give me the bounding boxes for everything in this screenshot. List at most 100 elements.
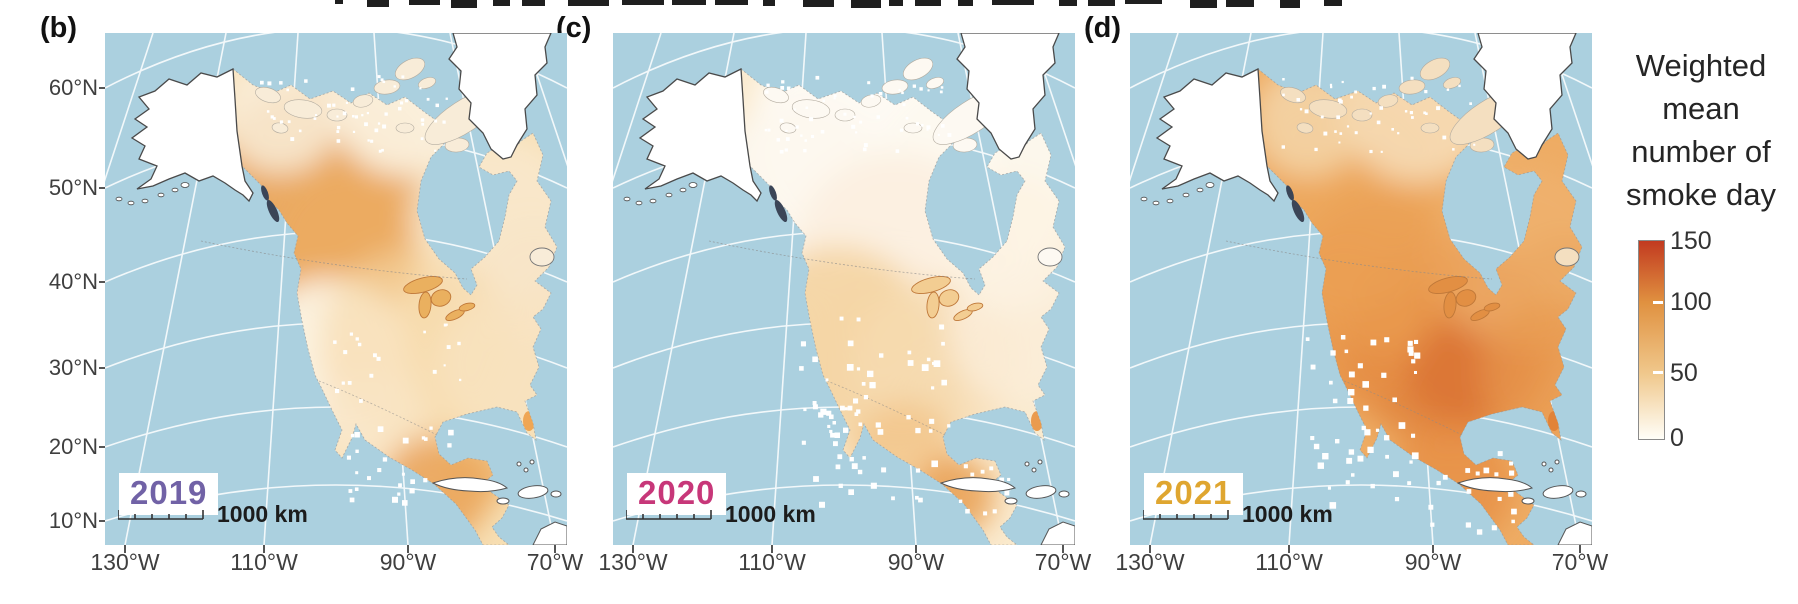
cropped-text-fragment [1323,0,1342,7]
map-svg [1009,27,1721,546]
year-badge-2021: 2021 [1144,473,1244,515]
y-axis-tick [99,446,106,448]
cropped-text-fragment [1190,0,1218,8]
y-axis-tick-label: 50°N [48,175,98,200]
us-canada-border [1225,240,1493,280]
x-axis-tick-label: 70°W [1551,549,1609,575]
y-axis-tick-label: 40°N [48,269,98,294]
us-mexico-border [1343,380,1463,436]
colorbar-tick [1653,371,1663,374]
cropped-text-fragment [914,0,942,7]
x-axis-tick [915,545,917,553]
x-axis-tick-label: 90°W [1404,549,1462,575]
panel-label-b: (b) [40,12,78,44]
y-axis-tick [99,187,106,189]
cropped-text-fragment [958,0,973,7]
map-svg [492,27,1204,546]
x-axis-tick [1432,545,1434,553]
map-panel-2019: 2019 1000 km [0,27,696,546]
scale-bar [1142,506,1238,527]
colorbar-title-line: mean [1662,91,1740,126]
no-data-speckles [260,75,462,506]
x-axis-tick-label: 110°W [230,549,298,575]
cropped-text-fragment [492,0,510,6]
scale-bar-label: 1000 km [1242,501,1333,527]
map-svg [0,27,696,546]
us-mexico-border [826,380,946,436]
x-axis-tick [1579,545,1581,553]
scale-bar-label: 1000 km [725,501,816,527]
cropped-text-fragment [1124,0,1163,5]
year-badge-2019: 2019 [119,473,219,515]
y-axis-tick [99,87,106,89]
y-axis-tick-label: 60°N [48,75,98,100]
great-lakes [1428,276,1501,322]
y-axis-tick [99,367,106,369]
cropped-text-fragment [1225,0,1254,7]
cropped-text-fragment [621,0,664,6]
x-axis-tick [407,545,409,553]
y-axis-tick [99,520,106,522]
x-axis-tick-label: 130°W [90,549,160,575]
cropped-text-fragment [366,0,389,7]
y-axis-tick [99,281,106,283]
year-badge-2020: 2020 [627,473,727,515]
map-canvas-d [1009,27,1721,546]
alaska [130,67,254,203]
y-axis-tick-label: 30°N [48,355,98,380]
greenland [1473,32,1577,160]
panel-label-d: (d) [1084,12,1122,44]
cropped-text-fragment [672,0,707,5]
us-mexico-border [318,380,438,436]
colorbar-title-line: smoke day [1626,177,1776,212]
x-axis-tick-label: 110°W [738,549,806,575]
us-canada-border [200,240,468,280]
colorbar-title: Weighted mean number of smoke day [1604,44,1798,216]
colorbar-tick [1653,301,1663,304]
cropped-text-fragment [567,0,609,7]
x-axis-tick-label: 70°W [1034,549,1092,575]
x-axis-tick [1149,545,1151,553]
no-data-speckles [1281,76,1517,535]
cropped-text-fragment [1088,0,1116,6]
scale-bar-ruler [1142,510,1229,520]
x-axis-tick [263,545,265,553]
colorbar-title-line: Weighted [1635,48,1767,83]
scale-bar-ruler [625,510,712,520]
colorbar-tick-label: 50 [1670,359,1698,387]
newfoundland [1037,247,1063,267]
y-axis-tick-label: 10°N [48,508,98,533]
great-lakes [911,276,984,322]
arctic-archipelago [763,57,1010,153]
cropped-text-fragment [889,0,903,6]
cropped-text-fragment [451,0,478,8]
map-canvas-c [492,27,1204,546]
cropped-text-fragment [409,0,440,5]
colorbar-tick-label: 100 [1670,288,1712,316]
map-canvas-b [0,27,696,546]
cropped-text-fragment [1279,0,1300,8]
x-axis-tick-label: 130°W [1115,549,1185,575]
cropped-text-fragment [851,0,881,8]
great-lakes [403,276,476,322]
scale-bar [117,506,213,527]
caribbean-islands [431,459,568,546]
cropped-text-fragment [802,0,835,8]
caribbean-islands [939,459,1076,546]
x-axis-tick [1288,545,1290,553]
cropped-text-fragment [991,0,1034,5]
x-axis-tick-label: 90°W [379,549,437,575]
alaska [638,67,762,203]
cropped-text-fragment [522,0,546,6]
colorbar-tick-label: 0 [1670,424,1684,452]
scale-bar-label: 1000 km [217,501,308,527]
newfoundland [1554,247,1580,267]
x-axis-tick-label: 130°W [598,549,668,575]
colorbar-title-line: number of [1631,134,1771,169]
cropped-text-fragment [335,0,344,5]
colorbar [1638,240,1665,440]
no-data-speckles [764,75,1011,516]
map-panel-2021: 2021 1000 km [1009,27,1721,546]
cropped-text-fragment [714,0,748,5]
